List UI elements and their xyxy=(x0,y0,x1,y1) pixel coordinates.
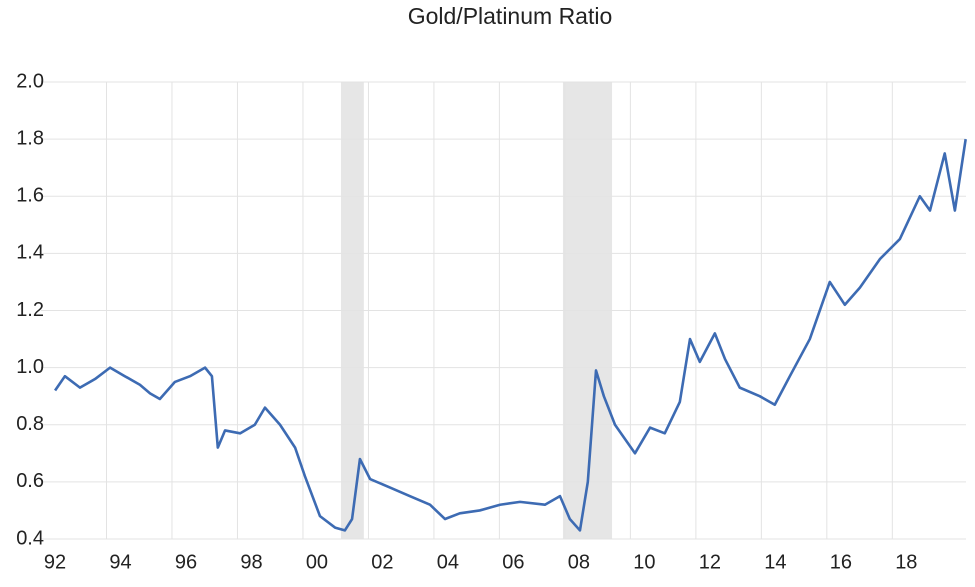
x-tick-label: 12 xyxy=(699,551,721,573)
x-tick-label: 04 xyxy=(437,551,459,573)
y-tick-label: 0.6 xyxy=(16,470,44,492)
x-tick-label: 98 xyxy=(240,551,262,573)
x-tick-label: 94 xyxy=(109,551,131,573)
y-tick-label: 1.2 xyxy=(16,299,44,321)
x-tick-label: 18 xyxy=(895,551,917,573)
x-tick-label: 00 xyxy=(306,551,328,573)
x-tick-label: 08 xyxy=(568,551,590,573)
y-tick-label: 0.8 xyxy=(16,413,44,435)
y-tick-label: 1.0 xyxy=(16,356,44,378)
y-tick-label: 0.4 xyxy=(16,527,44,549)
x-tick-label: 16 xyxy=(830,551,852,573)
y-tick-label: 1.6 xyxy=(16,185,44,207)
x-tick-label: 02 xyxy=(371,551,393,573)
x-tick-label: 10 xyxy=(633,551,655,573)
x-tick-label: 14 xyxy=(764,551,786,573)
y-tick-label: 1.4 xyxy=(16,242,44,264)
chart-title: Gold/Platinum Ratio xyxy=(408,3,613,29)
x-tick-label: 06 xyxy=(502,551,524,573)
y-tick-label: 2.0 xyxy=(16,70,44,92)
x-tick-label: 92 xyxy=(44,551,66,573)
y-tick-label: 1.8 xyxy=(16,127,44,149)
data-line xyxy=(54,138,967,532)
x-tick-label: 96 xyxy=(175,551,197,573)
